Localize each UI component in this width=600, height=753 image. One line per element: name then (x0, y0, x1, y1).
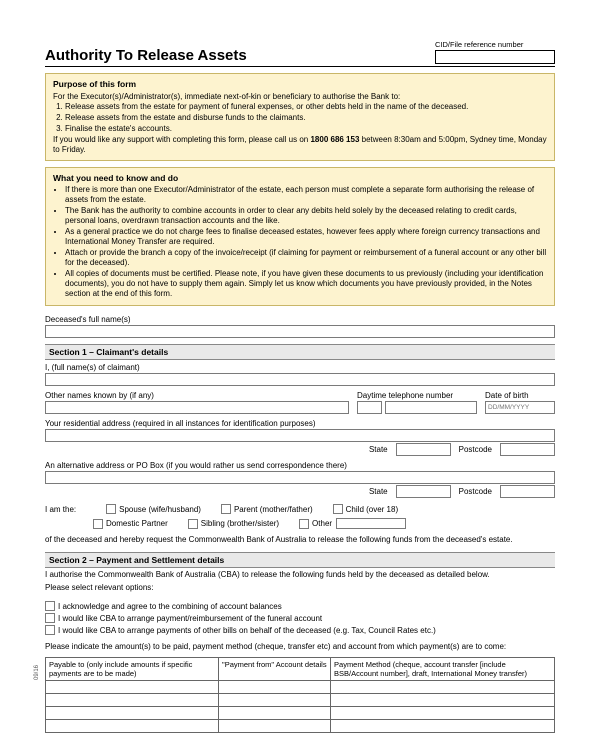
other-names-label: Other names known by (if any) (45, 391, 349, 400)
funeral-option[interactable]: I would like CBA to arrange payment/reim… (45, 613, 555, 623)
purpose-item: Release assets from the estate for payme… (65, 102, 547, 112)
cell-from[interactable] (219, 681, 331, 694)
table-row (46, 681, 555, 694)
col-method: Payment Method (cheque, account transfer… (331, 658, 555, 681)
col-payable: Payable to (only include amounts if spec… (46, 658, 219, 681)
state-label-2: State (369, 487, 388, 496)
cell-payable[interactable] (46, 707, 219, 720)
checkbox-icon (221, 504, 231, 514)
checkbox-icon (93, 519, 103, 529)
state-label: State (369, 445, 388, 454)
cell-from[interactable] (219, 707, 331, 720)
cell-payable[interactable] (46, 694, 219, 707)
address-input[interactable] (45, 429, 555, 442)
postcode-input[interactable] (500, 443, 555, 456)
payment-table: Payable to (only include amounts if spec… (45, 657, 555, 733)
checkbox-icon (45, 601, 55, 611)
section2-header: Section 2 – Payment and Settlement detai… (45, 552, 555, 568)
alt-address-label: An alternative address or PO Box (if you… (45, 461, 555, 470)
dob-input[interactable] (485, 401, 555, 414)
other-names-input[interactable] (45, 401, 349, 414)
cell-from[interactable] (219, 694, 331, 707)
combine-option[interactable]: I acknowledge and agree to the combining… (45, 601, 555, 611)
state-input[interactable] (396, 443, 451, 456)
cell-method[interactable] (331, 720, 555, 733)
cid-label: CID/File reference number (435, 40, 555, 49)
table-row (46, 694, 555, 707)
checkbox-icon (188, 519, 198, 529)
section2-intro: I authorise the Commonwealth Bank of Aus… (45, 568, 555, 583)
cell-payable[interactable] (46, 720, 219, 733)
cid-input[interactable] (435, 50, 555, 64)
need-bullet: The Bank has the authority to combine ac… (65, 206, 547, 226)
phone-area-input[interactable] (357, 401, 382, 414)
need-bullet: As a general practice we do not charge f… (65, 227, 547, 247)
claimant-name-label: I, (full name(s) of claimant) (45, 363, 555, 372)
daytime-label: Daytime telephone number (357, 391, 477, 400)
cell-method[interactable] (331, 707, 555, 720)
page-title: Authority To Release Assets (45, 47, 435, 64)
cell-payable[interactable] (46, 681, 219, 694)
alt-address-input[interactable] (45, 471, 555, 484)
other-option[interactable]: Other (299, 518, 406, 529)
alt-postcode-input[interactable] (500, 485, 555, 498)
child-option[interactable]: Child (over 18) (333, 504, 398, 514)
table-row (46, 707, 555, 720)
need-bullet: All copies of documents must be certifie… (65, 269, 547, 299)
checkbox-icon (106, 504, 116, 514)
deceased-name-input[interactable] (45, 325, 555, 338)
alt-state-input[interactable] (396, 485, 451, 498)
cell-from[interactable] (219, 720, 331, 733)
phone-number-input[interactable] (385, 401, 477, 414)
need-box: What you need to know and do If there is… (45, 167, 555, 307)
section1-closing: of the deceased and hereby request the C… (45, 533, 555, 548)
checkbox-icon (45, 613, 55, 623)
address-label: Your residential address (required in al… (45, 419, 555, 428)
domestic-option[interactable]: Domestic Partner (93, 519, 168, 529)
checkbox-icon (45, 625, 55, 635)
postcode-label: Postcode (459, 445, 492, 454)
purpose-support: If you would like any support with compl… (53, 135, 547, 155)
col-from: "Payment from" Account details (219, 658, 331, 681)
checkbox-icon (299, 519, 309, 529)
section2-select: Please select relevant options: (45, 583, 555, 596)
purpose-title: Purpose of this form (53, 79, 547, 90)
deceased-label: Deceased's full name(s) (45, 315, 555, 324)
need-bullet: Attach or provide the branch a copy of t… (65, 248, 547, 268)
claimant-name-input[interactable] (45, 373, 555, 386)
other-relation-input[interactable] (336, 518, 406, 529)
indicate-label: Please indicate the amount(s) to be paid… (45, 640, 555, 655)
section1-header: Section 1 – Claimant's details (45, 344, 555, 360)
purpose-item: Finalise the estate's accounts. (65, 124, 547, 134)
checkbox-icon (333, 504, 343, 514)
iam-label: I am the: (45, 505, 76, 514)
cell-method[interactable] (331, 681, 555, 694)
purpose-item: Release assets from the estate and disbu… (65, 113, 547, 123)
need-title: What you need to know and do (53, 173, 547, 184)
postcode-label-2: Postcode (459, 487, 492, 496)
otherbills-option[interactable]: I would like CBA to arrange payments of … (45, 625, 555, 635)
purpose-intro: For the Executor(s)/Administrator(s), im… (53, 92, 547, 102)
form-code: 09/16 (34, 665, 40, 680)
cell-method[interactable] (331, 694, 555, 707)
parent-option[interactable]: Parent (mother/father) (221, 504, 313, 514)
spouse-option[interactable]: Spouse (wife/husband) (106, 504, 201, 514)
purpose-box: Purpose of this form For the Executor(s)… (45, 73, 555, 161)
sibling-option[interactable]: Sibling (brother/sister) (188, 519, 279, 529)
need-bullet: If there is more than one Executor/Admin… (65, 185, 547, 205)
table-row (46, 720, 555, 733)
dob-label: Date of birth (485, 391, 555, 400)
